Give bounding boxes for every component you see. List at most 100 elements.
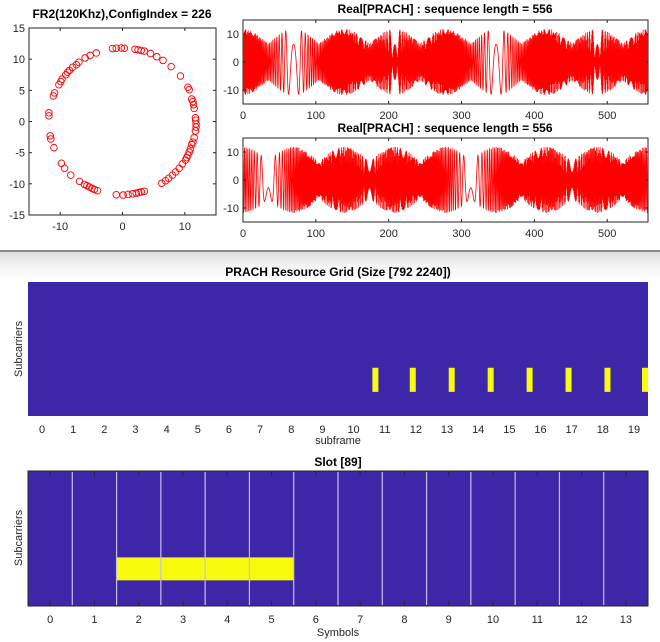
y-tick-label: 15: [13, 23, 25, 35]
resource-grid-active-cell: [565, 367, 572, 392]
constellation-point: [108, 44, 117, 53]
constellation-point: [192, 123, 200, 131]
x-tick-label: 9: [446, 614, 452, 626]
x-tick-label: 5: [269, 614, 275, 626]
constellation-point: [140, 187, 149, 196]
constellation-point: [112, 190, 121, 199]
slot-title: Slot [89]: [314, 455, 361, 469]
x-tick-label: 8: [288, 424, 294, 436]
constellation-point: [47, 135, 55, 143]
constellation-point: [50, 143, 58, 152]
y-tick-label: 10: [13, 54, 25, 66]
x-tick-label: 7: [357, 614, 363, 626]
x-tick-label: 100: [307, 110, 325, 122]
constellation-point: [50, 89, 59, 97]
constellation-point: [67, 171, 75, 179]
panel-divider[interactable]: [0, 250, 660, 252]
constellation-point: [63, 68, 72, 77]
x-tick-label: 0: [39, 424, 45, 436]
constellation-points: [45, 44, 200, 199]
constellation-point: [187, 140, 196, 149]
x-tick-label: 1: [91, 614, 97, 626]
constellation-title: FR2(120Khz),ConfigIndex = 226: [32, 7, 211, 21]
constellation-point: [62, 70, 70, 79]
slot-ylabel: Subcarriers: [13, 509, 25, 566]
resource-grid-active-cell: [409, 367, 416, 392]
constellation-point: [190, 133, 198, 142]
constellation-point: [45, 112, 53, 120]
constellation-point: [158, 179, 166, 187]
waveform-line: [243, 29, 648, 95]
y-tick-label: 10: [227, 29, 239, 41]
x-tick-label: 11: [532, 614, 543, 626]
x-tick-label: 3: [132, 424, 138, 436]
y-tick-label: 0: [19, 117, 25, 129]
constellation-point: [46, 132, 54, 140]
constellation-point: [86, 51, 94, 60]
constellation-axes: FR2(120Khz),ConfigIndex = 226 -10 0 10 15 10…: [9, 7, 217, 233]
x-tick-label: 12: [410, 424, 422, 436]
constellation-point: [167, 62, 175, 71]
x-tick-label: 11: [379, 424, 390, 436]
real-prach-2-axes: Real[PRACH] : sequence length = 556 0 10 0…: [223, 121, 649, 240]
slot-xlabel: Symbols: [317, 627, 360, 639]
y-tick-label: -10: [223, 203, 239, 215]
resource-grid-title: PRACH Resource Grid (Size [792 2240]): [225, 265, 450, 279]
x-tick-label: 19: [628, 424, 640, 436]
real-prach-1-axes: Real[PRACH] : sequence length = 556 0 100…: [223, 2, 649, 122]
constellation-ticks: -10 0 10 15 10 5 0 -5 -10 -15: [9, 23, 216, 233]
constellation-point: [124, 190, 132, 199]
x-tick-label: 0: [119, 221, 125, 233]
constellation-point: [128, 190, 137, 198]
constellation-point: [190, 104, 198, 113]
real-prach-2-title: Real[PRACH] : sequence length = 556: [337, 121, 552, 135]
resource-grid-active-cells: [372, 367, 648, 392]
x-tick-label: 0: [240, 228, 246, 240]
x-tick-label: 16: [534, 424, 546, 436]
x-tick-label: 6: [313, 614, 319, 626]
resource-grid-active-cell: [642, 367, 648, 392]
constellation-point: [185, 85, 193, 94]
x-tick-label: 2: [101, 424, 107, 436]
slot-symbol-dividers: [71, 472, 605, 605]
constellation-point: [58, 75, 66, 83]
constellation-point: [159, 56, 167, 65]
constellation-point: [75, 58, 83, 67]
constellation-point: [45, 109, 53, 117]
x-tick-label: 300: [452, 228, 470, 240]
x-tick-label: 10: [179, 221, 191, 233]
constellation-point: [117, 44, 126, 52]
resource-grid-active-cell: [448, 367, 455, 392]
resource-grid-xlabel: subframe: [315, 435, 361, 447]
x-tick-label: 400: [525, 228, 543, 240]
x-tick-label: 3: [180, 614, 186, 626]
x-tick-label: 15: [503, 424, 515, 436]
y-tick-label: 0: [233, 57, 239, 69]
x-tick-label: 500: [598, 228, 616, 240]
x-tick-label: 500: [598, 110, 616, 122]
constellation-point: [140, 47, 149, 55]
x-tick-label: 200: [380, 228, 398, 240]
constellation-point: [161, 176, 170, 185]
y-tick-label: 10: [227, 147, 239, 159]
y-tick-label: 0: [233, 175, 239, 187]
x-tick-label: 5: [195, 424, 201, 436]
constellation-plot-area: [28, 27, 217, 216]
x-tick-label: 400: [525, 110, 543, 122]
x-tick-label: 13: [441, 424, 453, 436]
constellation-point: [189, 97, 197, 106]
constellation-point: [72, 61, 81, 69]
resource-grid-active-cell: [604, 367, 611, 392]
slot-ticks: 0 1 2 3 4 5 6 7 8 9 10 11 12 13: [47, 471, 632, 626]
x-tick-label: 2: [136, 614, 142, 626]
y-tick-label: 5: [19, 85, 25, 97]
x-tick-label: 1: [70, 424, 76, 436]
constellation-point: [146, 49, 155, 58]
waveform-line: [243, 146, 648, 214]
resource-grid-ticks: 0 1 2 3 4 5 6 7 8 9 10 11 12 13 14 15 16 17 18 19: [39, 424, 640, 436]
x-tick-label: 12: [575, 614, 587, 626]
slot-axes: Slot [89] 0 1 2 3 4 5 6 7 8 9 10 11 12 13 Symbols Sub…: [13, 455, 649, 639]
x-tick-label: 0: [240, 110, 246, 122]
